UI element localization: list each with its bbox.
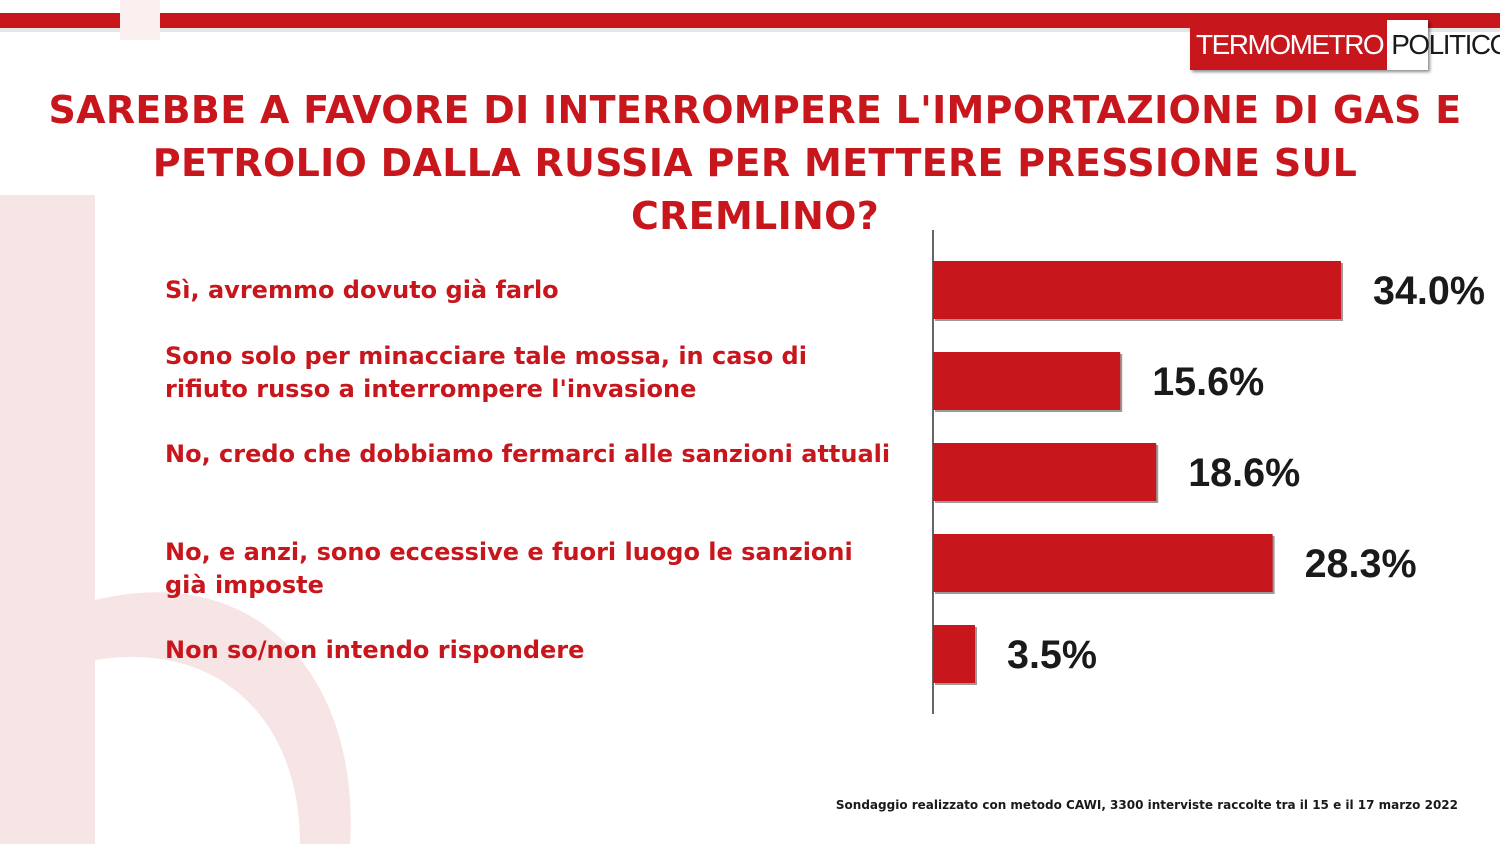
top-red-band bbox=[0, 13, 1500, 28]
value-label-1: 34.0% bbox=[1373, 269, 1485, 313]
category-label-5: Non so/non intendo rispondere bbox=[165, 636, 585, 664]
bar-2 bbox=[933, 352, 1121, 410]
category-label-3: No, credo che dobbiamo fermarci alle san… bbox=[165, 440, 891, 468]
bar-5 bbox=[933, 625, 975, 683]
top-band-shadow bbox=[0, 28, 1500, 32]
logo-text-politico: POLITICO bbox=[1391, 29, 1500, 60]
value-label-2: 15.6% bbox=[1152, 360, 1264, 404]
value-label-3: 18.6% bbox=[1188, 451, 1300, 495]
category-label-2: Sono solo per minacciare tale mossa, in … bbox=[165, 342, 807, 403]
value-label-4: 28.3% bbox=[1305, 542, 1417, 586]
termometro-politico-logo: TERMOMETRO POLITICO bbox=[1190, 20, 1500, 70]
footnote-source: Sondaggio realizzato con metodo CAWI, 33… bbox=[835, 798, 1458, 812]
bar-4 bbox=[933, 534, 1273, 592]
value-label-5: 3.5% bbox=[1007, 633, 1097, 677]
bar-3 bbox=[933, 443, 1157, 501]
logo-text-termometro: TERMOMETRO bbox=[1190, 20, 1388, 70]
chart-title: SAREBBE A FAVORE DI INTERROMPERE L'IMPOR… bbox=[48, 88, 1462, 238]
category-label-4: No, e anzi, sono eccessive e fuori luogo… bbox=[165, 538, 853, 599]
category-label-1: Sì, avremmo dovuto già farlo bbox=[165, 276, 559, 304]
bar-1 bbox=[933, 261, 1341, 319]
